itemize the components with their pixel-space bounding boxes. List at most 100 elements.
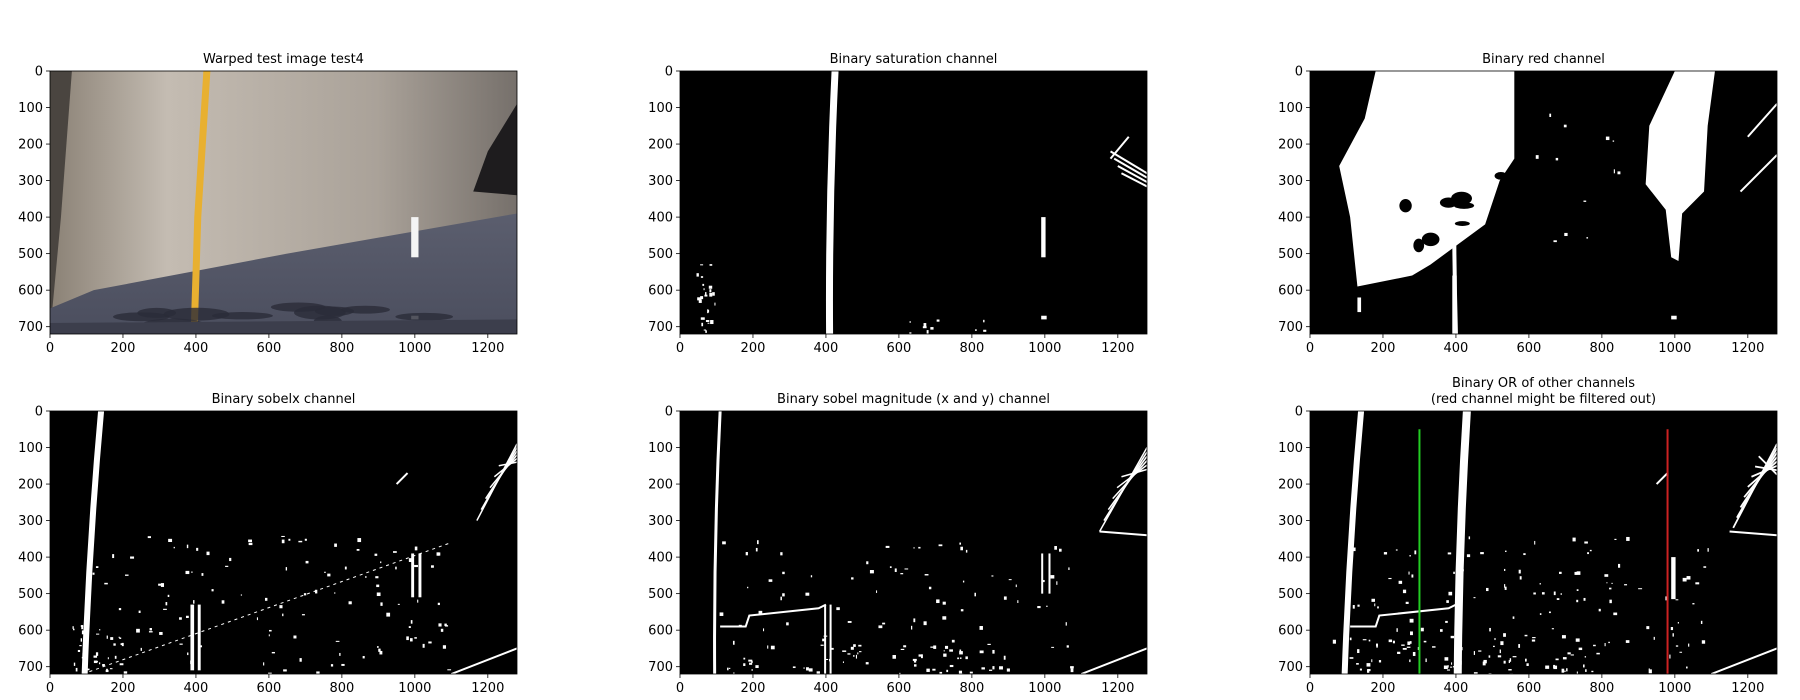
y-tick-label: 100 (18, 101, 43, 116)
y-tick-label: 200 (1278, 478, 1303, 493)
x-tick-label: 1200 (1731, 341, 1764, 356)
panel-red: Binary red channel 0 200 400 600 800 1000 1200 0… (1278, 52, 1778, 356)
x-tick-label: 0 (676, 681, 684, 696)
x-tick-label: 600 (886, 681, 911, 696)
y-tick-label: 100 (1278, 441, 1303, 456)
y-tick-label: 300 (1278, 174, 1303, 189)
y-tick-label: 0 (35, 405, 43, 420)
x-tick-label: 0 (1306, 341, 1314, 356)
y-tick-label: 200 (1278, 138, 1303, 153)
panel-title: Warped test image test4 (203, 52, 364, 67)
x-tick-label: 800 (1589, 341, 1614, 356)
x-tick-label: 800 (959, 341, 984, 356)
axes-frame (49, 70, 518, 335)
y-tick-label: 0 (665, 65, 673, 80)
y-tick-label: 300 (18, 174, 43, 189)
y-tick-label: 300 (648, 514, 673, 529)
x-tick-label: 1200 (471, 681, 504, 696)
y-tick-label: 600 (18, 624, 43, 639)
y-tick-label: 600 (18, 284, 43, 299)
y-tick-label: 200 (648, 478, 673, 493)
x-tick-label: 1000 (1658, 681, 1691, 696)
panel-title: Binary saturation channel (830, 52, 998, 67)
x-tick-label: 0 (46, 341, 54, 356)
x-tick-label: 0 (1306, 681, 1314, 696)
x-tick-label: 200 (111, 341, 136, 356)
panel-image (50, 71, 517, 334)
y-tick-label: 500 (648, 247, 673, 262)
panel-sobelmag: Binary sobel magnitude (x and y) channel… (648, 392, 1148, 696)
y-tick-label: 100 (18, 441, 43, 456)
panel-title: Binary sobel magnitude (x and y) channel (777, 392, 1050, 407)
y-tick-label: 400 (18, 551, 43, 566)
panel-image (50, 411, 517, 674)
x-tick-label: 1200 (1101, 681, 1134, 696)
x-tick-label: 1200 (1731, 681, 1764, 696)
x-tick-label: 1000 (1028, 681, 1061, 696)
axes-frame (49, 410, 518, 675)
y-tick-label: 700 (18, 320, 43, 335)
y-tick-label: 0 (1295, 65, 1303, 80)
x-tick-label: 400 (814, 341, 839, 356)
x-tick-label: 400 (1444, 681, 1469, 696)
y-tick-label: 500 (648, 587, 673, 602)
y-tick-label: 700 (648, 320, 673, 335)
y-tick-label: 600 (1278, 284, 1303, 299)
x-tick-label: 600 (886, 341, 911, 356)
y-tick-label: 400 (1278, 551, 1303, 566)
x-tick-label: 400 (184, 341, 209, 356)
panel-title: (red channel might be filtered out) (1431, 392, 1656, 407)
y-tick-label: 300 (18, 514, 43, 529)
y-tick-label: 0 (1295, 405, 1303, 420)
y-tick-label: 300 (648, 174, 673, 189)
panel-image (680, 411, 1147, 674)
x-tick-label: 1000 (398, 681, 431, 696)
y-tick-label: 100 (648, 101, 673, 116)
x-tick-label: 800 (959, 681, 984, 696)
y-tick-label: 700 (1278, 660, 1303, 675)
y-tick-label: 600 (648, 284, 673, 299)
y-tick-label: 500 (1278, 247, 1303, 262)
x-tick-label: 800 (1589, 681, 1614, 696)
y-tick-label: 0 (35, 65, 43, 80)
y-tick-label: 400 (18, 211, 43, 226)
y-tick-label: 400 (648, 211, 673, 226)
y-tick-label: 100 (648, 441, 673, 456)
x-tick-label: 600 (1516, 341, 1541, 356)
panel-image (1310, 411, 1777, 674)
y-tick-label: 700 (18, 660, 43, 675)
panel-or: Binary OR of other channels(red channel … (1278, 376, 1778, 696)
x-tick-label: 1000 (1028, 341, 1061, 356)
x-tick-label: 600 (256, 341, 281, 356)
y-tick-label: 200 (18, 478, 43, 493)
axes-frame (679, 410, 1148, 675)
axes-frame (679, 70, 1148, 335)
y-tick-label: 400 (648, 551, 673, 566)
x-tick-label: 200 (741, 681, 766, 696)
y-tick-label: 200 (18, 138, 43, 153)
panel-image (1310, 71, 1777, 334)
axes-frame (1309, 410, 1778, 675)
x-tick-label: 1200 (471, 341, 504, 356)
x-tick-label: 1200 (1101, 341, 1134, 356)
x-tick-label: 200 (741, 341, 766, 356)
y-tick-label: 400 (1278, 211, 1303, 226)
axes-frame (1309, 70, 1778, 335)
y-tick-label: 700 (1278, 320, 1303, 335)
y-tick-label: 200 (648, 138, 673, 153)
x-tick-label: 800 (329, 341, 354, 356)
x-tick-label: 600 (1516, 681, 1541, 696)
x-tick-label: 1000 (1658, 341, 1691, 356)
panel-image (680, 71, 1147, 334)
x-tick-label: 400 (184, 681, 209, 696)
y-tick-label: 0 (665, 405, 673, 420)
y-tick-label: 500 (18, 587, 43, 602)
panel-title: Binary OR of other channels (1452, 376, 1635, 391)
panel-saturation: Binary saturation channel 0 200 400 600 800 10… (648, 52, 1148, 356)
x-tick-label: 0 (46, 681, 54, 696)
x-tick-label: 1000 (398, 341, 431, 356)
x-tick-label: 200 (1371, 341, 1396, 356)
